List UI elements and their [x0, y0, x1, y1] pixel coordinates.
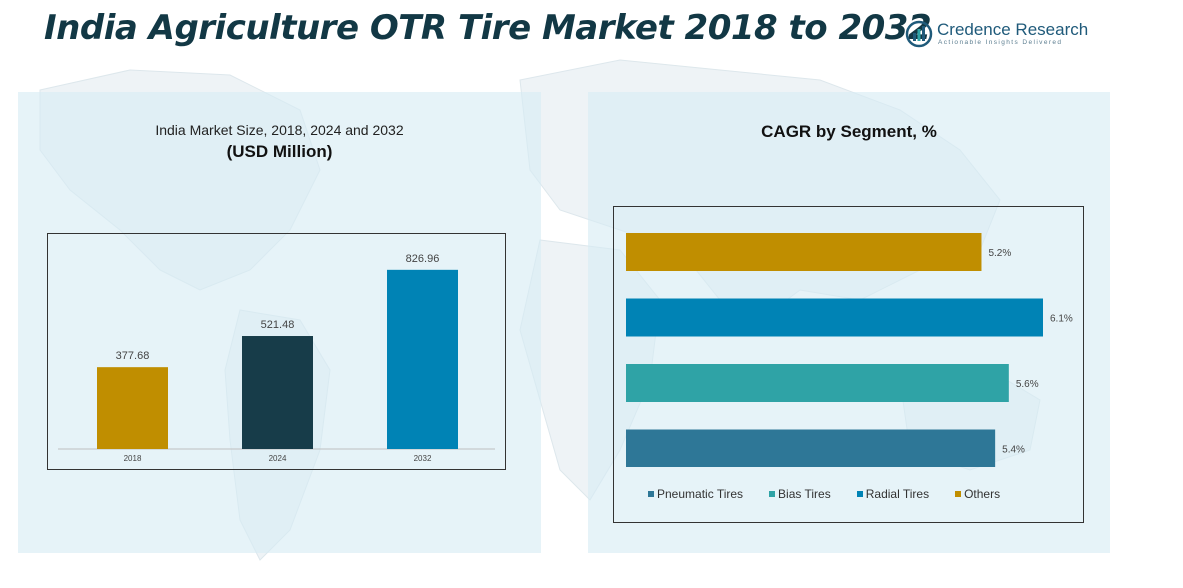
- cagr-chart-svg: 5.2% 6.1% 5.6% 5.4%: [626, 233, 1073, 468]
- legend-label-radial-tires: Radial Tires: [865, 487, 930, 501]
- legend-label-pneumatic-tires: Pneumatic Tires: [657, 487, 744, 501]
- legend-swatch-bias-tires: [769, 491, 776, 497]
- bar-bias-tires: [626, 364, 1009, 402]
- cagr-chart: 5.2% 6.1% 5.6% 5.4%: [613, 206, 1084, 523]
- bar-2024: [242, 336, 313, 449]
- cagr-legend: Pneumatic Tires Bias Tires Radial Tires Oth…: [648, 486, 1000, 502]
- bar-value-label-2018: 377.68: [116, 350, 150, 362]
- legend-swatch-others: [955, 491, 962, 497]
- x-tick-label-2018: 2018: [124, 454, 142, 463]
- legend-label-bias-tires: Bias Tires: [778, 487, 831, 501]
- market-size-subtitle: India Market Size, 2018, 2024 and 2032: [155, 122, 404, 138]
- bar-radial-tires: [626, 298, 1043, 337]
- bar-2018: [97, 367, 168, 449]
- bar-value-label-radial-tires: 6.1%: [1050, 314, 1073, 325]
- cagr-title: CAGR by Segment, %: [761, 122, 937, 141]
- brand-name: Credence Research: [937, 20, 1089, 39]
- brand-tagline: Actionable Insights Delivered: [938, 39, 1063, 46]
- bar-value-label-2024: 521.48: [261, 319, 295, 331]
- legend-item-others: Others: [955, 486, 1000, 502]
- bar-value-label-others: 5.2%: [988, 248, 1011, 259]
- page-title: India Agriculture OTR Tire Market 2018 t…: [44, 8, 932, 48]
- legend-item-bias-tires: Bias Tires: [769, 486, 831, 502]
- bar-value-label-pneumatic-tires: 5.4%: [1002, 445, 1025, 456]
- bar-value-label-2032: 826.96: [406, 253, 440, 265]
- bar-value-label-bias-tires: 5.6%: [1016, 379, 1039, 390]
- legend-label-others: Others: [964, 487, 1001, 501]
- market-size-unit: (USD Million): [226, 142, 333, 161]
- x-tick-label-2024: 2024: [269, 454, 287, 463]
- bar-pneumatic-tires: [626, 429, 996, 468]
- legend-swatch-radial-tires: [856, 491, 863, 497]
- bar-2032: [387, 269, 458, 449]
- bar-others: [626, 233, 982, 271]
- legend-item-pneumatic-tires: Pneumatic Tires: [648, 486, 743, 502]
- market-size-chart: 377.68 2018 521.48 2024 826.96 2032: [47, 233, 506, 470]
- market-size-chart-svg: 377.68 2018 521.48 2024 826.96 2032: [58, 253, 495, 463]
- legend-item-radial-tires: Radial Tires: [856, 486, 930, 502]
- brand-logo: Credence Research Actionable Insights De…: [905, 18, 1095, 50]
- legend-swatch-pneumatic-tires: [648, 491, 654, 497]
- bar-chart-logo-icon: [905, 20, 933, 48]
- x-tick-label-2032: 2032: [414, 454, 432, 463]
